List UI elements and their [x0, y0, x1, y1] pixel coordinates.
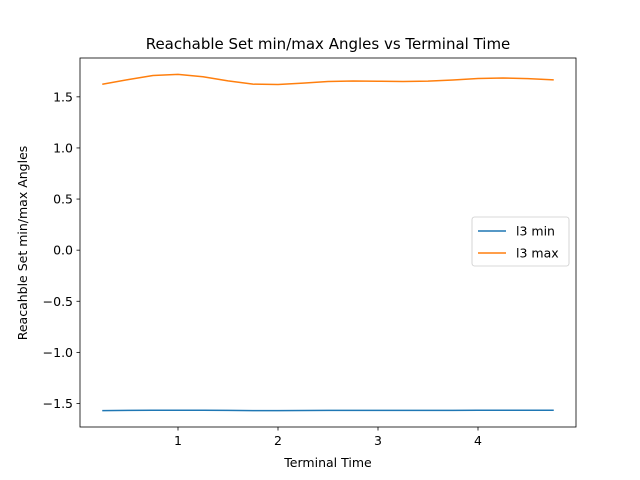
y-tick-label: −1.0: [43, 345, 73, 360]
x-tick-label: 1: [174, 433, 182, 448]
x-tick-label: 2: [274, 433, 282, 448]
y-tick-label: 0.5: [53, 192, 73, 207]
chart-title: Reachable Set min/max Angles vs Terminal…: [146, 35, 511, 53]
x-tick-label: 4: [474, 433, 482, 448]
x-axis-label: Terminal Time: [283, 455, 372, 470]
x-tick-label: 3: [374, 433, 382, 448]
legend-entry-1: l3 max: [516, 246, 559, 261]
series-line-1: [102, 73, 554, 86]
plot-area: 1 2 3 4 −1.5 −1.0 −0.5 0.0 0.5 1.0 1.5: [43, 57, 577, 448]
y-tick-label: −0.5: [43, 294, 73, 309]
legend: l3 min l3 max: [471, 216, 570, 267]
y-tick-label: 1.0: [53, 140, 73, 155]
y-tick-label: 0.0: [53, 243, 73, 258]
y-tick-label: −1.5: [43, 396, 73, 411]
axes-frame: [79, 57, 577, 428]
y-tick-label: 1.5: [53, 89, 73, 104]
y-axis-label: Reacahble Set min/max Angles: [15, 146, 30, 341]
legend-entry-0: l3 min: [516, 224, 555, 239]
